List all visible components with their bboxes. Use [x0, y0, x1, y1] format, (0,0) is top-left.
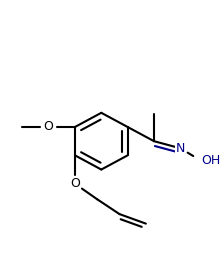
Text: O: O: [70, 177, 80, 190]
Text: OH: OH: [202, 154, 221, 167]
Text: O: O: [44, 121, 53, 133]
Text: N: N: [176, 142, 185, 155]
